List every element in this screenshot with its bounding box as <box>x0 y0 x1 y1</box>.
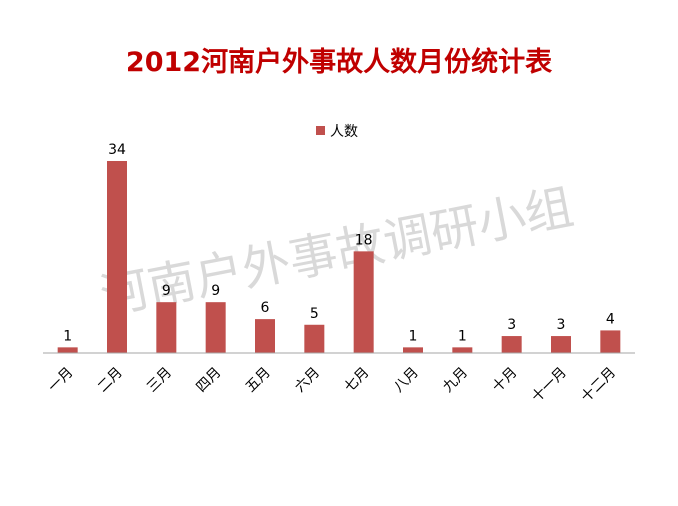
legend-swatch <box>316 126 325 135</box>
bar-5 <box>255 319 275 353</box>
x-tick-label-9: 九月 <box>440 365 471 396</box>
bar-8 <box>403 347 423 353</box>
x-tick-label-1: 一月 <box>45 365 76 396</box>
bar-6 <box>304 324 325 353</box>
x-tick-label-12: 十二月 <box>578 365 619 406</box>
bar-4 <box>205 302 226 353</box>
bar-3 <box>156 302 177 353</box>
bar-9 <box>452 347 473 353</box>
x-tick-label-3: 三月 <box>144 365 175 396</box>
data-label-1: 1 <box>63 328 72 344</box>
data-label-12: 4 <box>606 311 615 327</box>
data-label-10: 3 <box>507 317 516 333</box>
data-label-9: 1 <box>458 328 467 344</box>
data-label-11: 3 <box>557 317 566 333</box>
bar-2 <box>107 161 127 353</box>
bar-1 <box>57 347 78 353</box>
x-tick-label-11: 十一月 <box>529 365 570 406</box>
bar-12 <box>600 330 621 353</box>
bars-group <box>57 161 621 353</box>
data-label-2: 34 <box>108 142 126 158</box>
bar-7 <box>353 251 374 353</box>
data-label-8: 1 <box>409 328 418 344</box>
x-tick-label-8: 八月 <box>391 365 422 396</box>
legend: 人数 <box>316 124 358 140</box>
x-tick-label-2: 二月 <box>95 365 126 396</box>
data-label-7: 18 <box>355 232 373 248</box>
data-label-3: 9 <box>162 283 171 299</box>
x-tick-label-7: 七月 <box>341 365 372 396</box>
data-label-4: 9 <box>211 283 220 299</box>
data-label-5: 6 <box>261 300 270 316</box>
x-tick-label-10: 十月 <box>489 365 520 396</box>
legend-label: 人数 <box>330 124 358 140</box>
bar-10 <box>501 336 522 353</box>
bar-11 <box>551 336 571 353</box>
x-tick-label-4: 四月 <box>193 365 224 396</box>
x-tick-label-5: 五月 <box>243 365 274 396</box>
x-tick-labels-group: 一月 二月 三月 四月 五月 六月 七月 八月 九月 十月 十一月 十二月 <box>45 365 619 406</box>
data-label-6: 5 <box>310 306 319 322</box>
x-tick-label-6: 六月 <box>292 365 323 396</box>
chart-title: 2012河南户外事故人数月份统计表 <box>126 46 552 78</box>
